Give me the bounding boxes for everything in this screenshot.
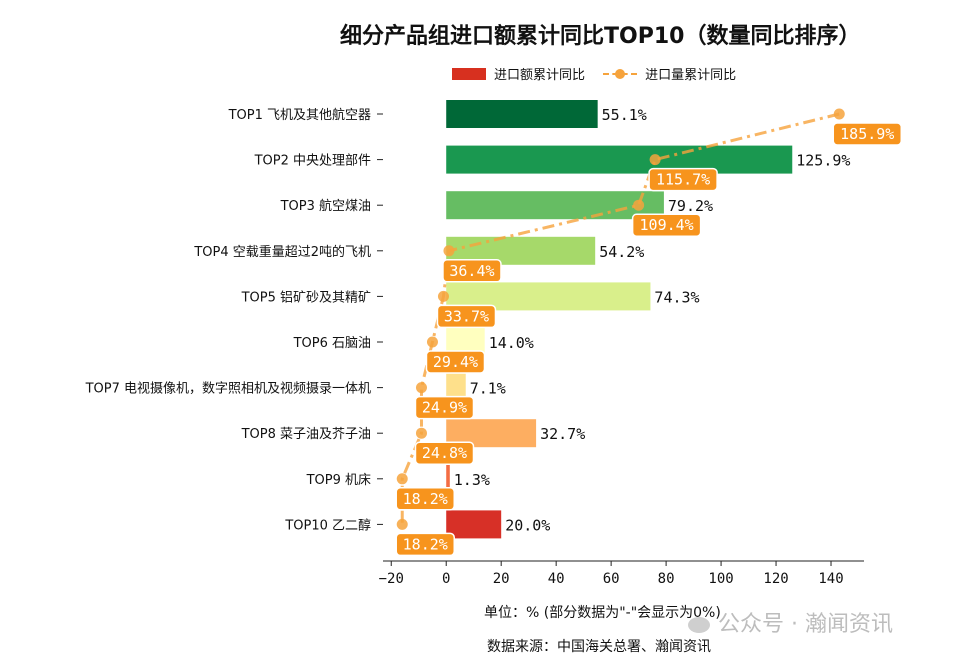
legend-item-line: 进口量累计同比 [603,64,736,83]
line-value-box [425,350,486,374]
y-tick-label: TOP7 电视摄像机，数字照相机及视频摄录一体机 [85,382,371,397]
bar-value-label: 7.1% [470,380,506,398]
x-tick-label: 60 [603,571,620,587]
bar [446,510,502,539]
line-value-box [832,122,903,146]
bar-value-label: 54.2% [599,243,644,261]
bar-value-label: 20.0% [505,516,550,534]
bar-value-label: 125.9% [796,152,850,170]
bar [446,100,598,128]
y-tick-label: TOP5 铝矿砂及其精矿 [241,290,371,305]
y-tick-label: TOP9 机床 [306,473,371,488]
line-value-box [631,213,702,237]
y-tick-label: TOP10 乙二醇 [284,517,371,533]
watermark-text: 公众号 · 瀚闻资讯 [718,612,893,637]
bar [446,464,450,493]
line-value-label: 115.7% [656,171,710,189]
line-value-label: 24.9% [422,399,467,417]
bar [446,373,466,402]
legend-line-label: 进口量累计同比 [645,68,737,83]
legend-line-swatch [603,68,638,80]
line-point [415,427,427,439]
line-value-label: 29.4% [433,353,478,371]
line-value-box [442,259,502,283]
line-point [396,473,408,485]
line-point [649,154,661,166]
line-value-label: 36.4% [449,262,494,280]
line-point [396,518,408,530]
line-value-label: 185.9% [840,125,894,143]
x-tick-label: 20 [493,571,510,587]
y-tick-label: TOP6 石脑油 [293,336,371,351]
legend: 进口额累计同比 进口量累计同比 [452,64,750,84]
x-tick-label: 140 [818,571,843,587]
line-point [437,290,449,302]
bar-value-label: 55.1% [602,106,647,124]
bar-value-label: 1.3% [454,471,490,489]
y-tick-label: TOP1 飞机及其他航空器 [228,107,371,123]
watermark: 公众号 · 瀚闻资讯 [688,606,893,638]
line-value-box [395,487,455,511]
legend-bar-swatch [452,67,486,80]
line-value-box [436,304,497,329]
bar-value-label: 79.2% [668,197,713,215]
line-point [633,199,645,211]
x-tick-label: 0 [442,571,450,587]
line-value-label: 33.7% [444,307,489,325]
line-value-label: 18.2% [403,535,448,553]
chart-title: 细分产品组进口额累计同比TOP10（数量同比排序） [340,24,861,49]
bar [446,145,793,174]
line-value-box [414,441,475,465]
line-point [443,245,455,257]
y-tick-label: TOP8 菜子油及芥子油 [241,427,371,442]
line-point [833,108,845,120]
wechat-icon [688,617,710,633]
line-point [415,382,427,394]
line-value-box [414,395,475,420]
line-point [426,336,438,348]
legend-bar-label: 进口额累计同比 [494,68,586,83]
x-tick-label: 40 [548,571,565,587]
bar-value-label: 74.3% [654,288,699,306]
bar-value-label: 14.0% [489,334,534,352]
line-value-box [648,167,718,192]
y-tick-label: TOP4 空载重量超过2吨的飞机 [193,244,371,260]
bar [446,191,664,220]
line-value-label: 24.8% [422,444,467,462]
x-tick-label: 120 [763,571,788,587]
line-value-box [395,532,455,557]
y-tick-label: TOP3 航空煤油 [280,198,371,214]
bar-value-label: 32.7% [540,425,585,443]
unit-note: 单位：% (部分数据为"-"会显示为0%) [484,605,721,621]
source-note: 数据来源：中国海关总署、瀚闻资讯 [487,639,711,655]
y-tick-label: TOP2 中央处理部件 [254,154,371,169]
legend-item-bar: 进口额累计同比 [452,64,585,83]
x-tick-label: −20 [379,571,404,587]
line-value-label: 109.4% [640,216,694,234]
x-tick-label: 100 [708,571,733,587]
line-value-label: 18.2% [403,490,448,508]
x-tick-label: 80 [658,571,675,587]
